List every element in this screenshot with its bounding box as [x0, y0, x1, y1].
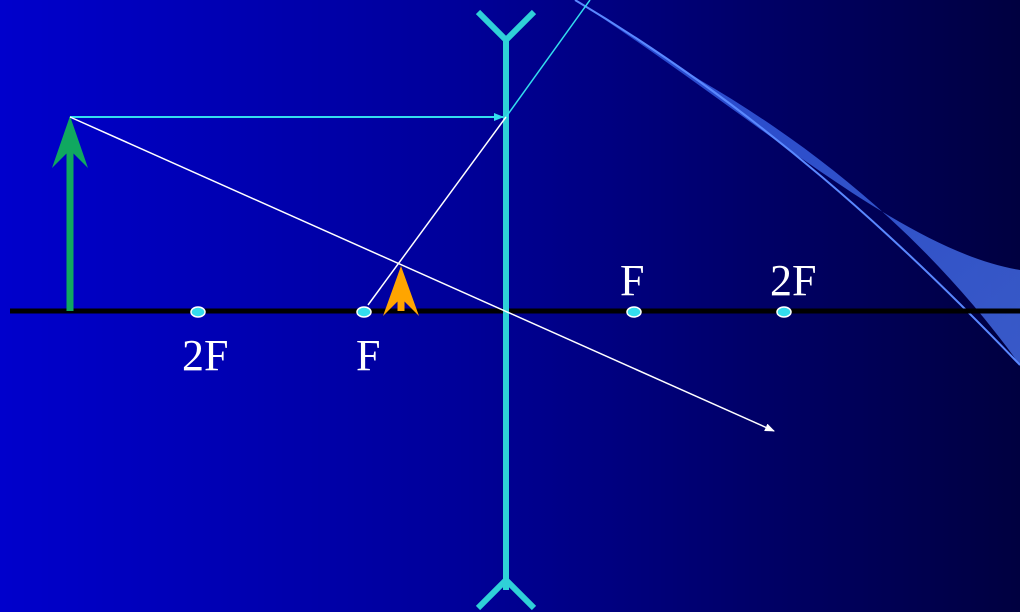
left-f-point	[356, 306, 372, 318]
diverging-lens	[475, 9, 537, 611]
diverged-ray	[505, 0, 591, 118]
right-2f-label: 2F	[770, 256, 816, 305]
lens-bottom-tip	[475, 575, 537, 611]
left-2f-point	[190, 306, 206, 318]
left-2f-label: 2F	[182, 331, 228, 380]
image-arrow	[383, 266, 419, 316]
lens-top-tip	[475, 9, 537, 45]
virtual-ray-extension	[367, 116, 507, 306]
left-f-label: F	[356, 331, 380, 380]
right-f-point	[626, 306, 642, 318]
object-arrow	[52, 116, 88, 311]
right-f-label: F	[620, 256, 644, 305]
right-2f-point	[776, 306, 792, 318]
central-ray	[69, 116, 775, 432]
